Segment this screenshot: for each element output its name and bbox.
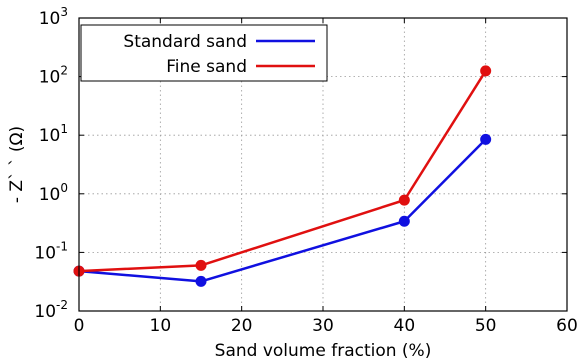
y-tick-base: 10 (34, 243, 56, 263)
x-tick-label: 0 (74, 316, 85, 336)
legend-label-fine-sand: Fine sand (166, 57, 247, 77)
x-tick-label: 50 (475, 316, 497, 336)
y-tick-base: 10 (39, 185, 61, 205)
y-tick-label: 10-1 (34, 239, 68, 263)
data-point-standard-sand (195, 275, 207, 287)
y-axis-title: - Z` ` (Ω) (7, 126, 27, 203)
y-tick-label: 103 (39, 5, 68, 29)
plot-frame (78, 17, 568, 312)
y-tick-base: 10 (34, 302, 56, 322)
x-axis-title: Sand volume fraction (%) (215, 341, 432, 360)
x-tick-label: 10 (150, 316, 172, 336)
y-tick-label: 101 (39, 122, 68, 146)
y-tick-exponent: 2 (60, 64, 68, 78)
x-tick-label: 60 (556, 316, 578, 336)
data-point-fine-sand (480, 65, 492, 77)
x-tick-label: 20 (231, 316, 253, 336)
x-tick-label: 30 (312, 316, 334, 336)
y-tick-label: 102 (39, 64, 68, 88)
y-tick-base: 10 (39, 68, 61, 88)
y-tick-base: 10 (39, 126, 61, 146)
x-tick-label: 40 (394, 316, 416, 336)
y-tick-exponent: -1 (56, 239, 68, 253)
data-point-standard-sand (480, 133, 492, 145)
y-tick-exponent: 1 (60, 122, 68, 136)
legend-label-standard-sand: Standard sand (123, 32, 247, 52)
x-tick-labels: 0 10 20 30 40 50 60 (74, 316, 578, 336)
data-point-standard-sand (398, 215, 410, 227)
legend: Standard sand Fine sand (80, 24, 328, 82)
data-point-fine-sand (398, 194, 410, 206)
y-tick-label: 100 (39, 181, 68, 205)
y-tick-exponent: 3 (60, 5, 68, 19)
y-tick-base: 10 (39, 9, 61, 29)
y-tick-label: 10-2 (34, 298, 68, 322)
series-line-fine-sand (78, 70, 487, 273)
series-line-standard-sand (78, 138, 487, 283)
legend-box (80, 24, 328, 82)
y-tick-exponent: 0 (60, 181, 68, 195)
y-tick-exponent: -2 (56, 298, 68, 312)
series-layer (73, 65, 492, 287)
data-point-fine-sand (195, 259, 207, 271)
